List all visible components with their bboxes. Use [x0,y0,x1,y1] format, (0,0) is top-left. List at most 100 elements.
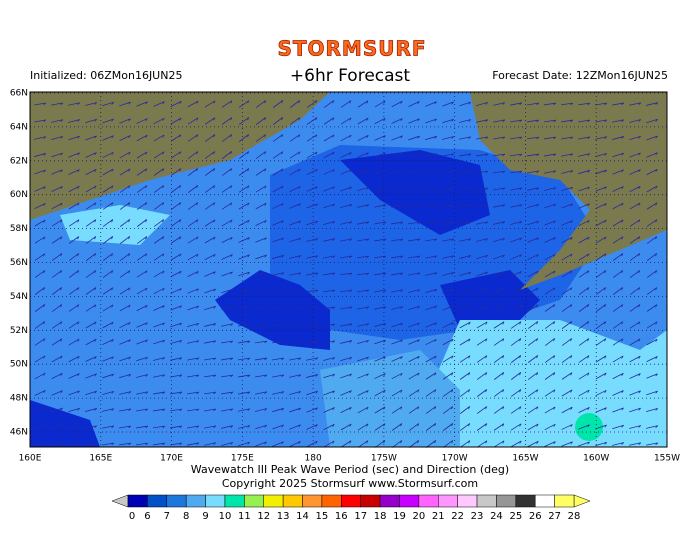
colorbar-swatch [457,494,478,508]
arrow [34,202,46,210]
arrow [289,390,302,396]
arrow [255,254,267,260]
arrow [527,355,539,363]
arrow [357,186,370,192]
arrow [544,287,556,295]
arrow [357,323,370,327]
arrow [238,323,251,327]
arrow [527,237,539,243]
arrow [119,219,131,227]
arrow [204,288,216,294]
arrow [391,204,404,208]
arrow [408,355,420,363]
arrow [476,254,489,260]
arrow [374,152,386,158]
arrow [187,305,199,311]
arrow [153,185,165,193]
map [29,91,668,448]
arrow [255,391,268,395]
arrow [476,288,488,294]
arrow [34,355,46,363]
arrow [408,238,421,242]
lon-label: 180 [305,454,322,464]
arrow [425,187,438,191]
arrow [255,134,267,142]
arrow [493,355,505,363]
arrow [221,151,233,159]
arrow [476,187,489,191]
arrow [170,236,182,244]
arrow [153,270,165,278]
arrow [255,100,267,108]
colorbar-label: 10 [219,511,232,522]
colorbar-label: 17 [354,511,367,522]
arrow [34,219,46,227]
arrow [612,355,624,363]
arrow [170,442,183,446]
arrow [323,340,336,344]
arrow [612,390,624,396]
arrow [442,170,455,174]
arrow [272,202,284,210]
arrow [340,255,353,259]
arrow [102,202,114,210]
arrow [68,102,81,106]
arrow [255,168,267,176]
arrow [527,304,539,312]
arrow [561,304,573,312]
forecast-date: Forecast Date: 12ZMon16JUN25 [492,69,668,82]
arrow [204,374,217,378]
arrow [34,424,46,430]
arrow [442,187,455,191]
arrow [238,374,251,378]
colorbar-label: 23 [471,511,484,522]
arrow [153,374,166,378]
arrow [170,270,182,278]
arrow [612,169,624,175]
arrow [425,238,438,242]
arrow [561,441,573,447]
arrow [323,423,335,431]
arrow [561,372,573,380]
arrow [289,237,302,243]
arrow [578,136,591,140]
arrow [510,406,522,414]
arrow [272,441,284,447]
colorbar-swatch [282,494,303,508]
arrow [476,102,489,106]
arrow [612,136,625,140]
arrow [578,287,590,295]
arrow [221,117,233,125]
arrow [459,136,472,140]
arrow [459,170,472,174]
lat-label: 62N [10,156,28,166]
colorbar-label: 22 [451,511,464,522]
arrow [459,389,471,397]
arrow [51,219,63,227]
arrow [510,119,523,123]
arrow [221,100,233,108]
arrow [544,304,556,312]
colorbar-arrow [573,494,591,508]
arrow [51,136,64,140]
arrow [340,169,352,175]
arrow [425,406,437,414]
arrow [578,424,590,430]
arrow [561,253,573,261]
arrow [544,220,556,226]
arrow [187,151,199,159]
arrow [51,304,63,312]
arrow [204,151,216,159]
arrow [578,270,590,278]
arrow [391,306,404,310]
arrow [204,202,216,210]
arrow [85,168,97,176]
arrow [561,338,573,346]
arrow [272,168,284,176]
arrow [238,237,250,243]
arrow [68,169,80,175]
arrow [612,253,624,261]
arrow [136,287,148,295]
arrow [323,373,336,379]
arrow [85,118,98,124]
